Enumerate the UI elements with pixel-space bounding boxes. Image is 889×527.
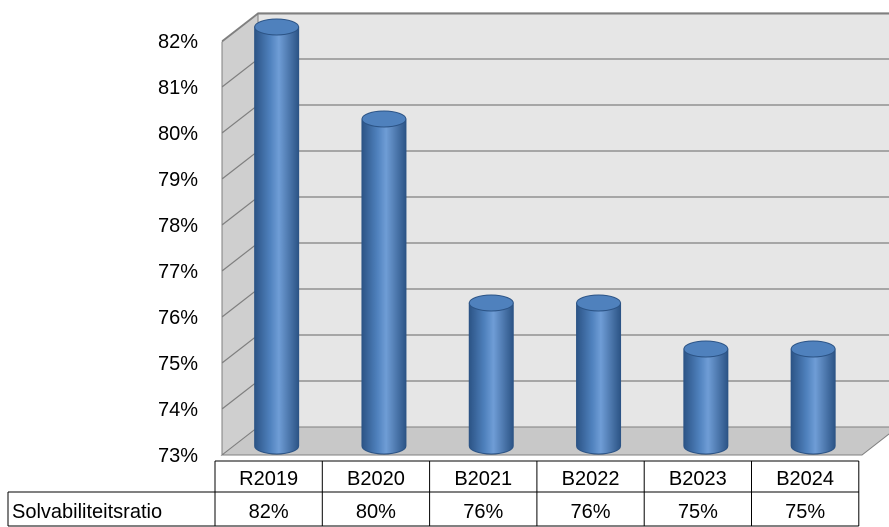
y-tick-label: 79%	[158, 169, 198, 191]
y-tick-label: 77%	[158, 261, 198, 283]
bar-body	[577, 303, 621, 454]
data-label: 80%	[356, 501, 396, 523]
bar-top	[791, 341, 835, 357]
bar-body	[362, 119, 406, 454]
bar	[469, 295, 513, 454]
y-tick-label: 78%	[158, 215, 198, 237]
category-label: R2019	[239, 468, 298, 490]
bar-top	[684, 341, 728, 357]
bar-top	[362, 111, 406, 127]
category-label: B2020	[347, 468, 405, 490]
bar-top	[469, 295, 513, 311]
bar-body	[684, 349, 728, 454]
bar-top	[255, 19, 299, 35]
data-label: 75%	[678, 501, 718, 523]
data-label: 76%	[463, 501, 503, 523]
category-label: B2022	[562, 468, 620, 490]
side-wall	[222, 14, 258, 455]
data-label: 75%	[785, 501, 825, 523]
bar	[255, 19, 299, 454]
category-label: B2023	[669, 468, 727, 490]
series-name: Solvabiliteitsratio	[12, 501, 162, 523]
y-tick-label: 74%	[158, 399, 198, 421]
category-label: B2024	[776, 468, 834, 490]
bar	[684, 341, 728, 454]
y-tick-label: 76%	[158, 307, 198, 329]
data-label: 82%	[249, 501, 289, 523]
bar-body	[469, 303, 513, 454]
y-tick-label: 75%	[158, 353, 198, 375]
bar	[791, 341, 835, 454]
y-tick-label: 81%	[158, 77, 198, 99]
data-label: 76%	[571, 501, 611, 523]
y-tick-label: 73%	[158, 445, 198, 467]
floor	[222, 427, 889, 455]
bar-body	[255, 27, 299, 454]
bar	[362, 111, 406, 454]
bar	[577, 295, 621, 454]
y-tick-label: 82%	[158, 31, 198, 53]
category-label: B2021	[454, 468, 512, 490]
bar-body	[791, 349, 835, 454]
bar-top	[577, 295, 621, 311]
y-tick-label: 80%	[158, 123, 198, 145]
